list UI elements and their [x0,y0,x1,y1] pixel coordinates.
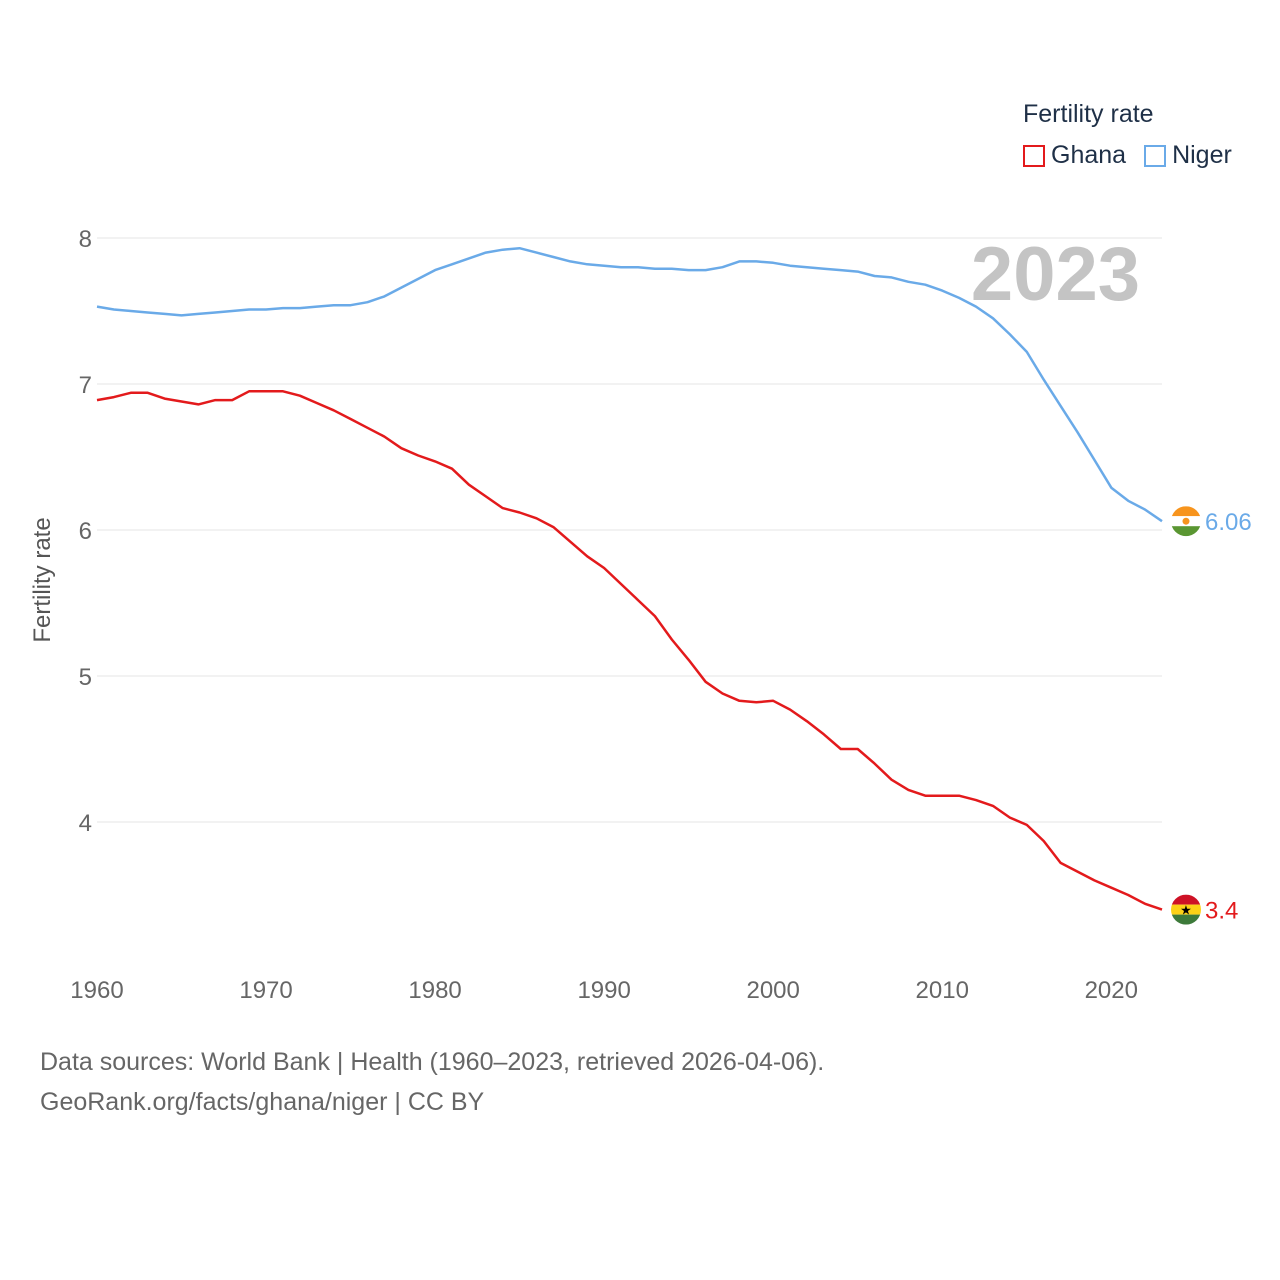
series-line-ghana[interactable] [96,390,1163,911]
series-lines [96,246,1163,911]
legend-title: Fertility rate [1023,100,1154,128]
y-tick-label: 8 [79,226,92,253]
ghana-flag-icon: ★ [1171,894,1201,925]
end-markers: ★ [1171,506,1201,925]
legend-item-niger[interactable]: Niger [1144,141,1232,170]
legend-label-ghana: Ghana [1051,141,1127,169]
year-watermark: 2023 [971,232,1140,317]
legend-label-niger: Niger [1172,141,1232,169]
x-tick-label: 2020 [1085,977,1138,1004]
end-labels: 3.4 6.06 [1205,509,1252,924]
source-line-2[interactable]: GeoRank.org/facts/ghana/niger | CC BY [40,1088,485,1116]
end-value-label-niger: 6.06 [1205,509,1252,536]
y-tick-label: 5 [79,664,92,691]
source-note: Data sources: World Bank | Health (1960–… [40,1042,824,1122]
x-tick-label: 2000 [746,977,799,1004]
source-line-1: Data sources: World Bank | Health (1960–… [40,1048,825,1076]
niger-flag-icon [1171,506,1201,537]
gridlines [97,237,1162,823]
series-line-niger[interactable] [96,246,1163,523]
y-tick-label: 6 [79,518,92,545]
legend-item-ghana[interactable]: Ghana [1023,141,1126,170]
y-axis: 4 5 6 7 8 [79,226,92,837]
y-tick-label: 4 [79,810,92,837]
legend: Fertility rate Ghana Niger [1023,100,1232,170]
y-axis-title: Fertility rate [29,517,56,642]
x-tick-label: 1990 [577,977,630,1004]
legend-swatch-ghana [1023,144,1045,167]
end-value-label-ghana: 3.4 [1205,898,1238,925]
x-tick-label: 1980 [408,977,461,1004]
x-tick-label: 1960 [70,977,123,1004]
legend-swatch-niger [1144,144,1167,167]
x-tick-label: 1970 [239,977,292,1004]
x-axis: 1960 1970 1980 1990 2000 2010 2020 [70,977,1138,1004]
svg-text:★: ★ [1180,903,1192,918]
x-tick-label: 2010 [916,977,969,1004]
y-tick-label: 7 [79,372,92,399]
